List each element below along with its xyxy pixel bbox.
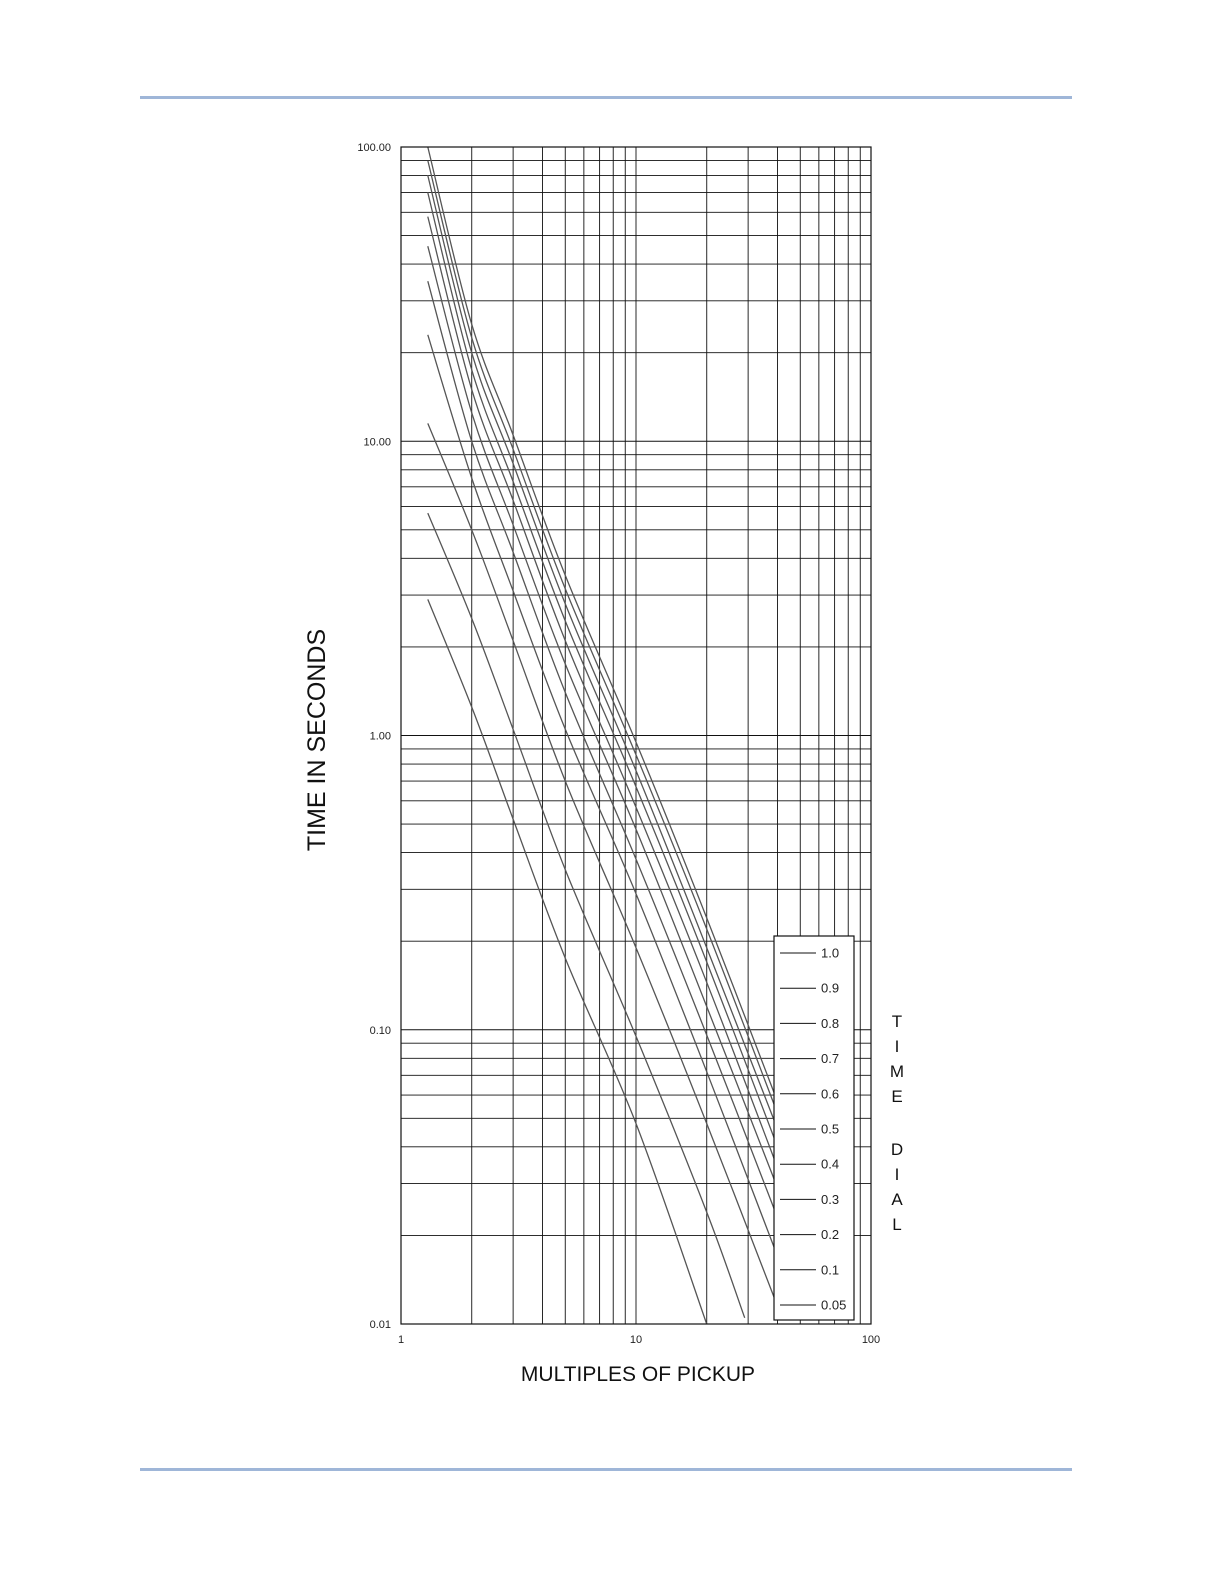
series-line-0.7 bbox=[427, 192, 779, 1148]
series-line-0.8 bbox=[427, 175, 779, 1130]
x-tick-label: 10 bbox=[630, 1334, 642, 1346]
legend-label: 0.4 bbox=[821, 1157, 839, 1172]
y-tick-label: 0.01 bbox=[370, 1319, 391, 1331]
side-title-letter: E bbox=[891, 1087, 902, 1106]
side-title-letter: L bbox=[892, 1215, 901, 1234]
legend-label: 0.7 bbox=[821, 1051, 839, 1066]
legend-label: 0.8 bbox=[821, 1016, 839, 1031]
side-title-letter: I bbox=[895, 1037, 900, 1056]
legend-label: 1.0 bbox=[821, 946, 839, 961]
series-line-0.05 bbox=[427, 599, 708, 1324]
side-title-letter: D bbox=[891, 1140, 903, 1159]
legend-label: 0.1 bbox=[821, 1262, 839, 1277]
series-line-0.3 bbox=[427, 334, 779, 1257]
header-rule bbox=[140, 96, 1072, 99]
y-tick-label: 0.10 bbox=[370, 1025, 391, 1037]
series-line-0.2 bbox=[427, 423, 779, 1307]
legend-label: 0.05 bbox=[821, 1298, 846, 1313]
legend: 1.0 0.9 0.8 0.7 0.6 0.5 0.4 0.3 0.2 0.1 0.05 bbox=[773, 935, 855, 1321]
series-line-0.6 bbox=[427, 216, 779, 1168]
side-title-letter: A bbox=[891, 1190, 903, 1209]
series-layer bbox=[427, 146, 779, 1324]
legend-label: 0.3 bbox=[821, 1192, 839, 1207]
plot-frame bbox=[400, 146, 872, 1325]
legend-label: 0.9 bbox=[821, 981, 839, 996]
y-tick-label: 100.00 bbox=[357, 142, 391, 154]
side-title-letter: M bbox=[890, 1062, 904, 1081]
x-axis-label: MULTIPLES OF PICKUP bbox=[521, 1363, 755, 1386]
x-tick-label: 1 bbox=[398, 1334, 404, 1346]
y-tick-label: 10.00 bbox=[363, 436, 391, 448]
footer-rule bbox=[140, 1468, 1072, 1471]
series-line-0.4 bbox=[427, 281, 779, 1218]
tick-labels: 0.01 0.10 1.00 10.00 100.00 1 10 100 bbox=[357, 142, 880, 1346]
legend-label: 0.6 bbox=[821, 1086, 839, 1101]
series-line-0.1 bbox=[427, 512, 746, 1319]
y-tick-label: 1.00 bbox=[370, 731, 391, 743]
series-line-0.5 bbox=[427, 246, 779, 1189]
series-line-1.0 bbox=[427, 146, 779, 1102]
legend-label: 0.5 bbox=[821, 1122, 839, 1137]
side-title-letter: T bbox=[892, 1012, 902, 1031]
series-line-0.9 bbox=[427, 160, 779, 1114]
side-title-letter: I bbox=[895, 1165, 900, 1184]
x-tick-label: 100 bbox=[862, 1334, 880, 1346]
y-axis-label: TIME IN SECONDS bbox=[303, 629, 331, 851]
legend-label: 0.2 bbox=[821, 1227, 839, 1242]
legend-box bbox=[773, 935, 855, 1321]
